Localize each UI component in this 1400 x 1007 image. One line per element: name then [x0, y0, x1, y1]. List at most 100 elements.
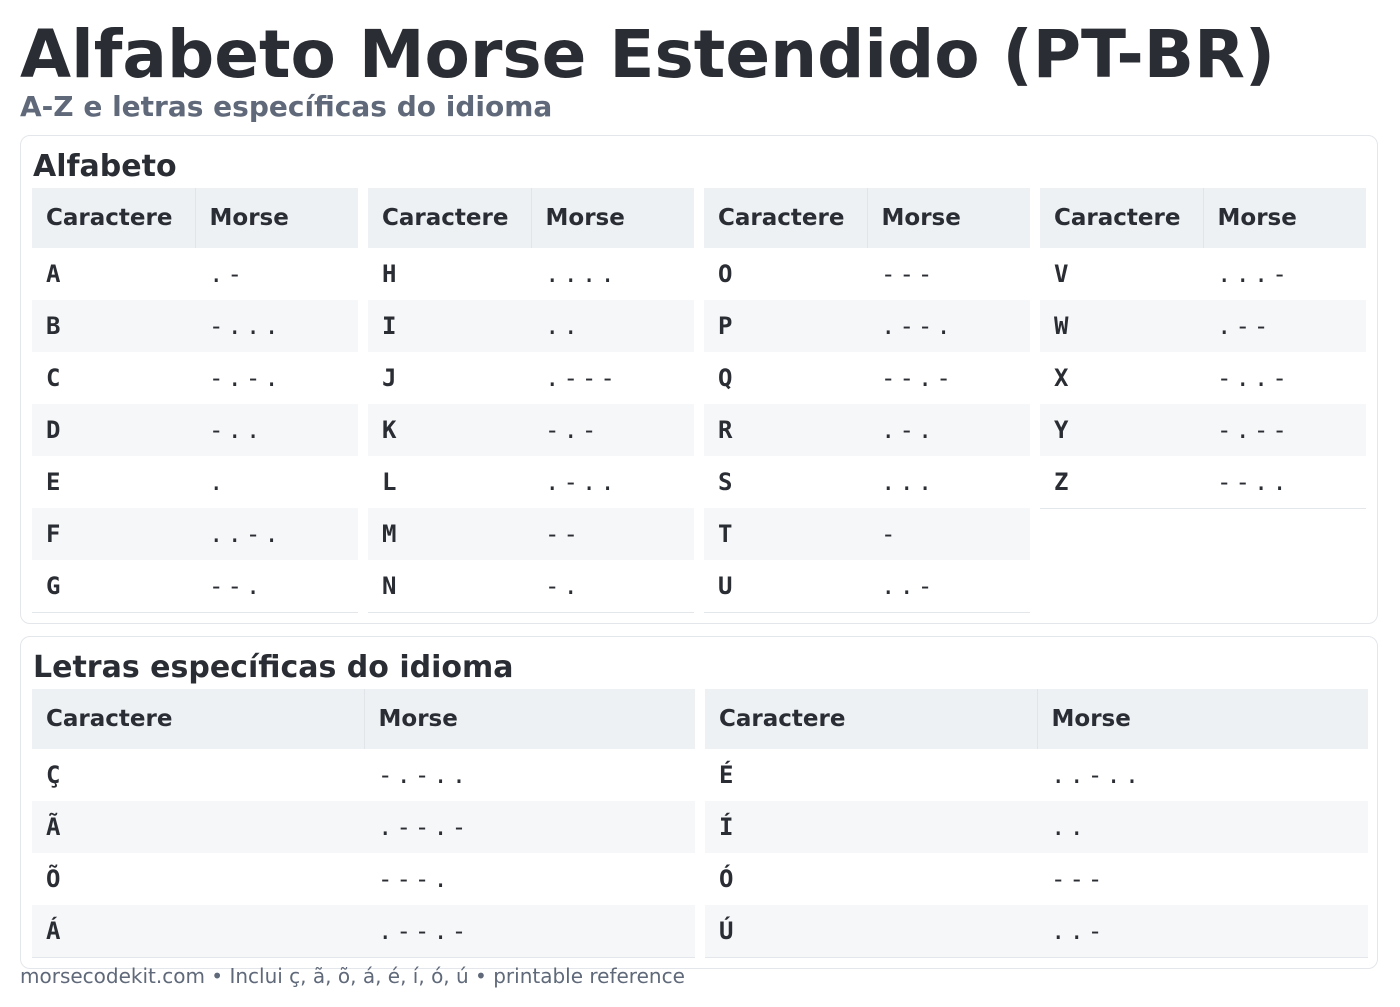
column-header-morse: Morse [1036, 689, 1368, 749]
language-letters-heading: Letras específicas do idioma [33, 650, 514, 685]
alphabet-card: Alfabeto Caractere Morse A .- B -... C -.-. D -..… [20, 135, 1378, 624]
table-row: V ...- [1040, 248, 1366, 300]
character-cell: D [46, 416, 61, 444]
character-cell: Ó [719, 865, 734, 893]
table-header-row: Caractere Morse [32, 689, 695, 749]
morse-code-cell: ..-.. [1051, 761, 1144, 789]
column-header-character: Caractere [705, 689, 1037, 749]
character-cell: P [718, 312, 733, 340]
morse-table: Caractere Morse V ...- W .-- X -..- Y -.-- Z --.. [1040, 188, 1366, 508]
table-header-row: Caractere Morse [704, 188, 1030, 248]
column-header-morse: Morse [363, 689, 695, 749]
character-cell: F [46, 520, 61, 548]
morse-code-cell: .. [545, 312, 582, 340]
table-row: Ç -.-.. [32, 749, 695, 801]
table-row: E. [32, 456, 358, 508]
character-cell: I [382, 312, 397, 340]
alphabet-heading: Alfabeto [33, 149, 177, 184]
character-cell: N [382, 572, 397, 600]
column-header-character: Caractere [368, 188, 531, 248]
morse-code-cell: ..- [881, 572, 937, 600]
table-row: H.... [368, 248, 694, 300]
character-cell: B [46, 312, 61, 340]
table-row: C -.-. [32, 352, 358, 404]
table-row: R .-. [704, 404, 1030, 456]
character-cell: R [718, 416, 733, 444]
morse-code-cell: -.. [209, 416, 265, 444]
character-cell: É [719, 761, 734, 789]
morse-code-cell: ..-. [209, 520, 283, 548]
language-letters-tables: Caractere Morse Ç -.-.. Ã .--.- Õ ---. Á .--.- Car… [32, 689, 1368, 957]
table-header-row: Caractere Morse [1040, 188, 1366, 248]
character-cell: V [1054, 260, 1069, 288]
table-row: J .--- [368, 352, 694, 404]
table-row: T- [704, 508, 1030, 560]
table-row: D -.. [32, 404, 358, 456]
column-header-character: Caractere [32, 188, 195, 248]
morse-code-cell: -... [209, 312, 283, 340]
table-row: Q --.- [704, 352, 1030, 404]
morse-code-cell: -.-.. [378, 761, 471, 789]
morse-code-cell: ...- [1217, 260, 1291, 288]
character-cell: T [718, 520, 733, 548]
table-row: Í.. [705, 801, 1368, 853]
table-row: O --- [704, 248, 1030, 300]
language-letters-card: Letras específicas do idioma Caractere Mo… [20, 636, 1378, 969]
footer-note: morsecodekit.com • Inclui ç, ã, õ, á, é,… [20, 964, 685, 988]
column-header-character: Caractere [32, 689, 364, 749]
character-cell: U [718, 572, 733, 600]
morse-code-cell: .. [1051, 813, 1088, 841]
table-row: F ..-. [32, 508, 358, 560]
morse-code-cell: .-.. [545, 468, 619, 496]
morse-code-cell: ..- [1051, 917, 1107, 945]
table-row: U ..- [704, 560, 1030, 612]
character-cell: Q [718, 364, 733, 392]
morse-code-cell: .--. [881, 312, 955, 340]
table-row: Á .--.- [32, 905, 695, 957]
table-row: I.. [368, 300, 694, 352]
character-cell: L [382, 468, 397, 496]
character-cell: Á [46, 917, 61, 945]
table-header-row: Caractere Morse [32, 188, 358, 248]
character-cell: Õ [46, 865, 61, 893]
character-cell: X [1054, 364, 1069, 392]
morse-code-cell: -.-- [1217, 416, 1291, 444]
table-row: A .- [32, 248, 358, 300]
morse-code-cell: .--- [545, 364, 619, 392]
table-row: G --. [32, 560, 358, 612]
column-header-character: Caractere [704, 188, 867, 248]
morse-table: Caractere Morse O --- P .--. Q --.- R .-. S... T - U.… [704, 188, 1030, 612]
column-header-morse: Morse [194, 188, 358, 248]
morse-code-cell: .--.- [378, 917, 471, 945]
column-header-character: Caractere [1040, 188, 1203, 248]
character-cell: Í [719, 813, 734, 841]
morse-code-cell: --- [1051, 865, 1107, 893]
character-cell: C [46, 364, 61, 392]
character-cell: Y [1054, 416, 1069, 444]
page-title: Alfabeto Morse Estendido (PT-BR) [20, 16, 1276, 93]
table-row: Y -.-- [1040, 404, 1366, 456]
character-cell: W [1054, 312, 1069, 340]
table-row: B -... [32, 300, 358, 352]
morse-code-cell: .... [545, 260, 619, 288]
table-row: Ú ..- [705, 905, 1368, 957]
morse-code-cell: --.- [881, 364, 955, 392]
table-row: K -.- [368, 404, 694, 456]
character-cell: Ú [719, 917, 734, 945]
morse-table: Caractere Morse A .- B -... C -.-. D -.. E. F ..-. G -… [32, 188, 358, 612]
morse-code-cell: .-- [1217, 312, 1273, 340]
table-row: X -..- [1040, 352, 1366, 404]
character-cell: G [46, 572, 61, 600]
morse-code-cell: --. [209, 572, 265, 600]
table-row: W .-- [1040, 300, 1366, 352]
morse-code-cell: ... [881, 468, 937, 496]
character-cell: H [382, 260, 397, 288]
morse-code-cell: .- [209, 260, 246, 288]
character-cell: K [382, 416, 397, 444]
character-cell: E [46, 468, 61, 496]
page-subtitle: A-Z e letras específicas do idioma [20, 90, 553, 123]
column-header-morse: Morse [530, 188, 694, 248]
table-row: P .--. [704, 300, 1030, 352]
morse-code-cell: ---. [378, 865, 452, 893]
character-cell: M [382, 520, 397, 548]
